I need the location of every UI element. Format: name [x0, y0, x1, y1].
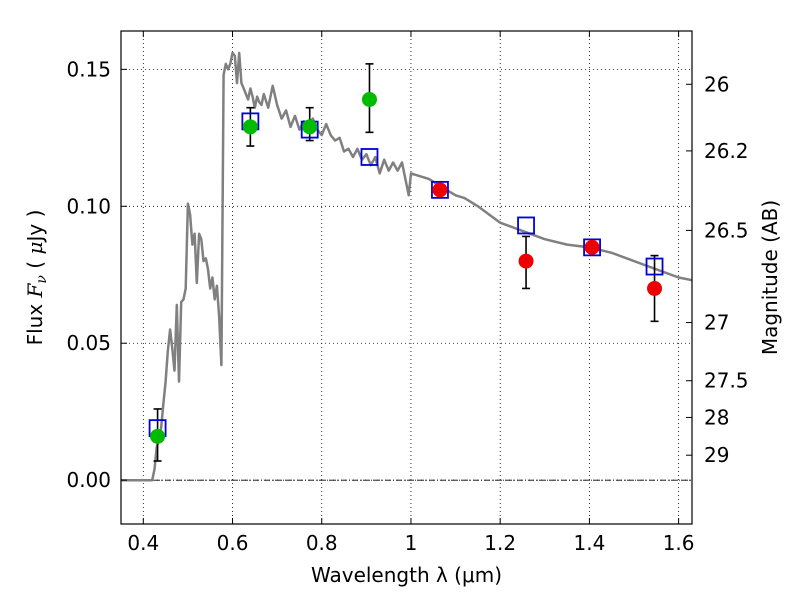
- x-tick-label: 0.4: [127, 531, 159, 555]
- y-tick-labels: 0.00 0.05 0.10 0.15: [66, 57, 111, 492]
- x-tick-label: 1.6: [663, 531, 695, 555]
- x-tick-label: 1.2: [484, 531, 516, 555]
- ticks: [121, 31, 692, 524]
- mag-tick-label: 27.5: [704, 369, 749, 393]
- y-title-symbol: F: [23, 282, 47, 298]
- upper-limit-point: [518, 253, 534, 269]
- plot-frame: [120, 30, 693, 525]
- magnitude-tick-labels: 26 26.2 26.5 27 27.5 28 29: [704, 72, 749, 467]
- detection-point: [150, 428, 166, 444]
- detection-point: [302, 119, 318, 135]
- mag-tick-label: 26.5: [704, 218, 749, 242]
- y-tick-label: 0.15: [66, 57, 111, 81]
- model-band-box: [583, 238, 601, 257]
- x-tick-label: 1: [405, 531, 418, 555]
- y-tick-label: 0.10: [66, 194, 111, 218]
- right-axis-title: Magnitude (AB): [758, 200, 782, 355]
- model-band-box: [645, 257, 664, 276]
- model-band-box: [360, 148, 379, 166]
- mag-tick-label: 26: [704, 72, 729, 96]
- upper-limit-point: [647, 280, 663, 296]
- x-axis-title: Wavelength λ (μm): [311, 563, 502, 587]
- upper-limit-point: [584, 239, 600, 255]
- upper-limit-point: [432, 182, 448, 198]
- observed-points: [150, 91, 663, 444]
- model-spectrum-line: [121, 51, 693, 482]
- y-title-paren: (: [23, 255, 47, 276]
- y-title-unit: Jy ): [23, 210, 47, 244]
- mag-tick-label: 27: [704, 311, 729, 335]
- y-tick-label: 0.05: [66, 331, 111, 355]
- model-spectrum-layer: [121, 51, 693, 482]
- grid: [121, 31, 692, 524]
- x-tick-label: 0.8: [306, 531, 338, 555]
- y-title-pre: Flux: [23, 297, 47, 345]
- model-band-box: [517, 216, 535, 235]
- model-band-box: [431, 180, 449, 199]
- model-band-boxes: [148, 112, 664, 438]
- y-title-subscript: ν: [34, 275, 50, 284]
- x-tick-labels: 0.4 0.6 0.8 1 1.2 1.4 1.6: [127, 531, 694, 555]
- mag-tick-label: 28: [704, 405, 729, 429]
- x-tick-label: 1.4: [573, 531, 605, 555]
- detection-point: [361, 91, 377, 107]
- y-axis-title: Flux Fν ( μJy ): [23, 210, 50, 346]
- y-tick-label: 0.00: [66, 468, 111, 492]
- mag-tick-label: 29: [704, 443, 729, 467]
- y-title-mu: μ: [23, 242, 47, 255]
- error-bars: [153, 63, 659, 462]
- x-tick-label: 0.6: [217, 531, 249, 555]
- detection-point: [242, 119, 258, 135]
- mag-tick-label: 26.2: [704, 139, 749, 163]
